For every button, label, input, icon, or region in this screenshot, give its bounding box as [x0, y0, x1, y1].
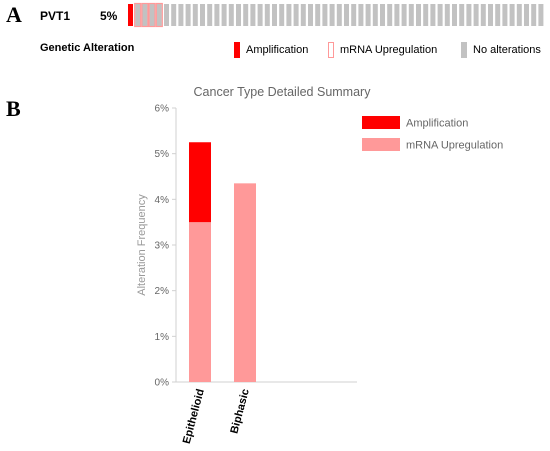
sample-no-alteration	[322, 4, 328, 26]
legend-amplification-label: Amplification	[246, 44, 309, 56]
bar-amplification-epithelioid	[189, 142, 211, 223]
no-alterations-swatch	[461, 42, 467, 58]
sample-no-alteration	[279, 4, 285, 26]
sample-mrna-outline	[148, 2, 156, 28]
sample-no-alteration	[207, 4, 213, 26]
chart-bars	[189, 142, 256, 382]
y-tick-label: 4%	[155, 195, 170, 206]
legend-label: Amplification	[406, 118, 468, 130]
sample-no-alteration	[380, 4, 385, 26]
bar-mrna-upregulation-biphasic	[234, 183, 256, 382]
y-tick-label: 1%	[155, 332, 170, 343]
legend-no-alterations-label: No alterations	[473, 44, 541, 56]
sample-no-alteration	[351, 4, 357, 26]
sample-no-alteration	[488, 4, 493, 26]
sample-no-alteration	[524, 4, 529, 26]
sample-mrna-upregulation	[149, 4, 155, 26]
sample-no-alteration	[365, 4, 371, 26]
sample-no-alteration	[171, 4, 177, 26]
sample-amplification	[128, 4, 133, 26]
sample-no-alteration	[473, 4, 479, 26]
sample-no-alteration	[387, 4, 393, 26]
legend-mrna-label: mRNA Upregulation	[340, 44, 438, 56]
x-tick-label: Epithelioid	[181, 388, 207, 445]
sample-no-alteration	[336, 4, 342, 26]
sample-no-alteration	[372, 4, 378, 26]
chart-title: Cancer Type Detailed Summary	[194, 85, 372, 99]
sample-no-alteration	[401, 4, 407, 26]
sample-no-alteration	[444, 4, 450, 26]
sample-no-alteration	[214, 4, 220, 26]
sample-no-alteration	[509, 4, 515, 26]
sample-no-alteration	[257, 4, 263, 26]
sample-no-alteration	[243, 4, 249, 26]
legend-label: mRNA Upregulation	[406, 140, 503, 152]
legend-mrna-upregulation: mRNA Upregulation	[328, 42, 437, 58]
legend-swatch	[362, 116, 400, 129]
sample-mrna-upregulation	[156, 4, 162, 26]
chart-legend: Amplification mRNA Upregulation	[362, 116, 503, 152]
oncoprint-track	[128, 2, 544, 28]
sample-no-alteration	[228, 4, 234, 26]
sample-mrna-upregulation	[142, 4, 148, 26]
sample-no-alteration	[408, 4, 414, 26]
sample-no-alteration	[344, 4, 349, 26]
legend-swatch	[362, 138, 400, 151]
sample-no-alteration	[293, 4, 299, 26]
sample-no-alteration	[200, 4, 205, 26]
panel-b-letter: B	[6, 96, 21, 121]
y-tick-label: 3%	[155, 241, 170, 252]
mrna-upregulation-swatch	[328, 42, 334, 58]
sample-no-alteration	[430, 4, 436, 26]
sample-no-alteration	[286, 4, 292, 26]
sample-no-alteration	[315, 4, 321, 26]
sample-no-alteration	[272, 4, 277, 26]
sample-no-alteration	[308, 4, 313, 26]
sample-no-alteration	[423, 4, 429, 26]
sample-no-alteration	[495, 4, 501, 26]
y-tick-label: 2%	[155, 286, 170, 297]
sample-no-alteration	[192, 4, 198, 26]
amplification-swatch	[234, 42, 240, 58]
bar-mrna-upregulation-epithelioid	[189, 222, 211, 382]
sample-mrna-upregulation	[135, 4, 141, 26]
sample-no-alteration	[437, 4, 443, 26]
sample-no-alteration	[459, 4, 465, 26]
sample-no-alteration	[250, 4, 256, 26]
legend-amplification: Amplification	[234, 42, 308, 58]
sample-no-alteration	[185, 4, 191, 26]
y-tick-label: 0%	[155, 378, 170, 389]
gene-label: PVT1	[40, 9, 71, 23]
y-tick-label: 5%	[155, 149, 170, 160]
alteration-percent: 5%	[100, 9, 118, 23]
panel-a-letter: A	[6, 2, 22, 27]
genetic-alteration-label: Genetic Alteration	[40, 42, 135, 54]
sample-mrna-outline	[155, 2, 163, 28]
sample-no-alteration	[178, 4, 184, 26]
sample-mrna-outline	[134, 2, 142, 28]
sample-no-alteration	[221, 4, 227, 26]
sample-no-alteration	[538, 4, 544, 26]
sample-no-alteration	[480, 4, 486, 26]
sample-no-alteration	[329, 4, 335, 26]
sample-no-alteration	[466, 4, 472, 26]
x-tick-label: Biphasic	[228, 388, 251, 435]
sample-no-alteration	[300, 4, 306, 26]
sample-no-alteration	[452, 4, 457, 26]
y-axis-label: Alteration Frequency	[136, 194, 148, 296]
y-tick-label: 6%	[155, 104, 170, 115]
sample-no-alteration	[164, 4, 169, 26]
sample-no-alteration	[416, 4, 421, 26]
sample-mrna-outline	[141, 2, 149, 28]
sample-no-alteration	[531, 4, 537, 26]
sample-no-alteration	[358, 4, 364, 26]
sample-no-alteration	[516, 4, 522, 26]
legend-no-alterations: No alterations	[461, 42, 541, 58]
sample-no-alteration	[236, 4, 241, 26]
sample-no-alteration	[502, 4, 508, 26]
sample-no-alteration	[394, 4, 400, 26]
sample-no-alteration	[264, 4, 270, 26]
